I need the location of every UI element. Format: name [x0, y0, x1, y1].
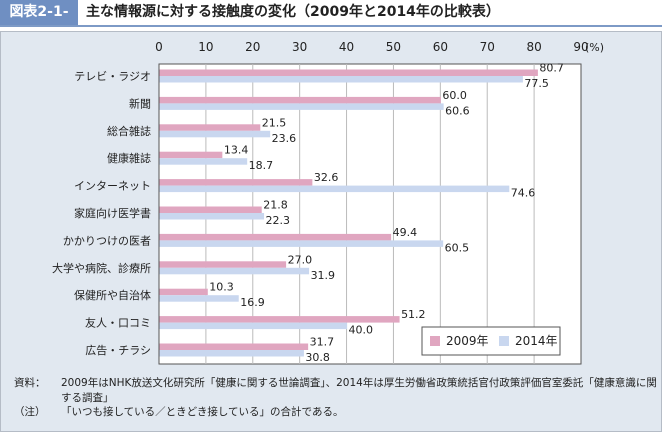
- bar-2009: [159, 124, 261, 131]
- bar-2009: [159, 343, 309, 350]
- category-label: テレビ・ラジオ: [74, 70, 151, 83]
- notes: 資料： 2009年はNHK放送文化研究所「健康に関する世論調査」、2014年は厚生…: [14, 376, 662, 420]
- bar-2009: [159, 206, 262, 213]
- bar-2009: [159, 316, 400, 323]
- tick-label: 30: [292, 40, 307, 54]
- note-text: 「いつも接している／ときどき接している」の合計である。: [61, 406, 344, 418]
- tick-label: 20: [245, 40, 260, 54]
- category-label: 保健所や自治体: [74, 288, 151, 302]
- data-label: 60.0: [442, 89, 467, 102]
- bar-2014: [159, 103, 444, 110]
- data-label: 32.6: [314, 171, 339, 184]
- bar-2014: [159, 213, 265, 220]
- data-label: 40.0: [349, 324, 374, 337]
- category-label: 広告・チラシ: [85, 344, 151, 357]
- bar-2014: [159, 350, 304, 357]
- data-label: 77.5: [524, 77, 549, 90]
- tick-label: 50: [386, 40, 401, 54]
- bar-2009: [159, 69, 538, 76]
- category-label: インターネット: [74, 180, 151, 193]
- tick-label: 80: [526, 40, 541, 54]
- bar-2014: [159, 130, 271, 138]
- data-label: 18.7: [249, 159, 274, 172]
- bar-2009: [159, 261, 287, 268]
- source-label: 資料：: [14, 377, 46, 389]
- bar-2009: [159, 179, 313, 186]
- category-label: 大学や病院、診療所: [52, 261, 151, 275]
- tick-label: 10: [198, 40, 213, 54]
- data-label: 74.6: [511, 187, 536, 200]
- bar-2014: [159, 322, 348, 330]
- tick-label: 0: [155, 40, 163, 54]
- bar-2014: [159, 295, 239, 302]
- tick-label: 70: [480, 40, 495, 54]
- data-label: 22.3: [266, 214, 291, 227]
- tick-label: 90: [573, 40, 588, 54]
- data-label: 10.3: [209, 281, 234, 294]
- category-label: 健康雑誌: [107, 151, 151, 165]
- data-label: 49.4: [393, 226, 418, 239]
- data-label: 21.8: [263, 199, 288, 212]
- category-label: 友人・口コミ: [85, 316, 151, 330]
- unit-label: (%): [585, 41, 604, 54]
- data-label: 13.4: [224, 144, 249, 157]
- data-label: 23.6: [272, 132, 297, 145]
- bar-2014: [159, 158, 248, 165]
- bar-2014: [159, 267, 310, 275]
- data-label: 80.7: [539, 62, 564, 75]
- source-text: 2009年はNHK放送文化研究所「健康に関する世論調査」、2014年は厚生労働省…: [61, 377, 657, 404]
- data-label: 60.6: [445, 104, 470, 117]
- tick-label: 60: [433, 40, 448, 54]
- legend: [421, 326, 561, 356]
- legend-label: 2014年: [515, 334, 558, 348]
- data-label: 30.8: [305, 351, 330, 364]
- data-label: 31.7: [310, 336, 335, 349]
- data-label: 51.2: [401, 308, 426, 321]
- data-label: 31.9: [311, 269, 336, 282]
- legend-swatch: [499, 336, 509, 346]
- category-label: 総合雑誌: [107, 124, 151, 138]
- data-label: 16.9: [240, 296, 265, 309]
- tick-label: 40: [339, 40, 354, 54]
- bar-2014: [159, 185, 510, 193]
- category-label: かかりつけの医者: [63, 234, 151, 247]
- bar-2009: [159, 151, 223, 159]
- chart-title: 主な情報源に対する接触度の変化（2009年と2014年の比較表）: [86, 4, 500, 20]
- category-label: 新聞: [129, 96, 151, 110]
- bar-2009: [159, 233, 392, 241]
- bar-2009: [159, 288, 208, 296]
- bar-2014: [159, 76, 523, 83]
- bar-2014: [159, 240, 444, 247]
- data-label: 21.5: [262, 116, 287, 129]
- bar-2009: [159, 96, 441, 104]
- note-label: （注）: [14, 406, 46, 418]
- category-label: 家庭向け医学書: [74, 206, 151, 220]
- data-label: 27.0: [288, 253, 313, 266]
- legend-swatch: [430, 336, 440, 346]
- data-label: 60.5: [445, 241, 470, 254]
- legend-label: 2009年: [446, 334, 489, 348]
